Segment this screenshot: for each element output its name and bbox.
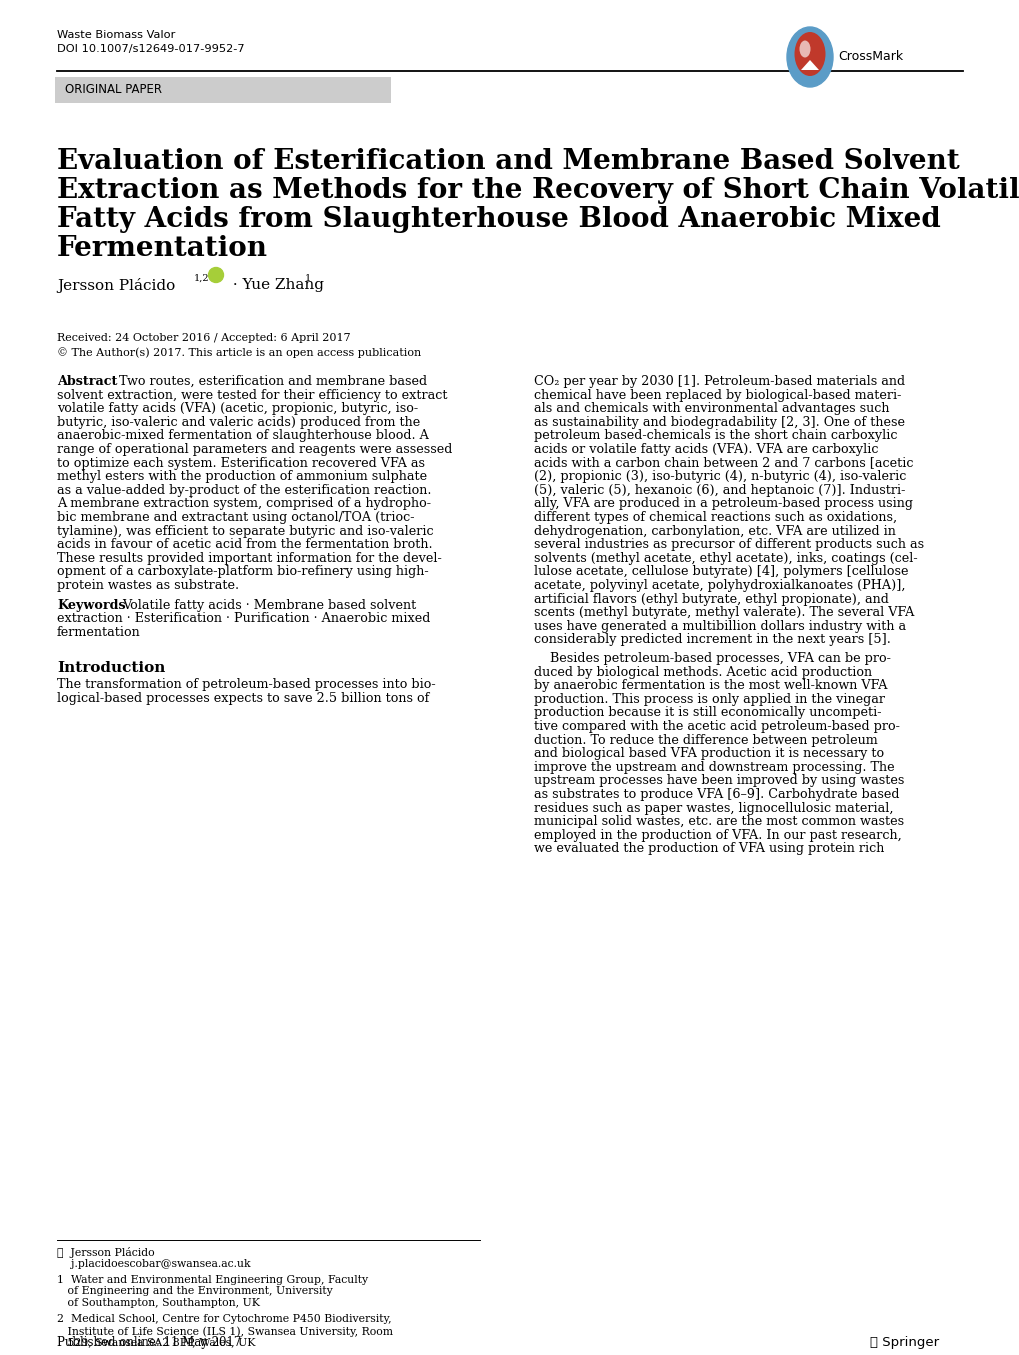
Text: · Yue Zhang: · Yue Zhang xyxy=(228,278,324,291)
Text: tive compared with the acetic acid petroleum-based pro-: tive compared with the acetic acid petro… xyxy=(534,720,899,733)
Text: A membrane extraction system, comprised of a hydropho-: A membrane extraction system, comprised … xyxy=(57,497,431,511)
Text: upstream processes have been improved by using wastes: upstream processes have been improved by… xyxy=(534,775,904,787)
Text: methyl esters with the production of ammonium sulphate: methyl esters with the production of amm… xyxy=(57,470,427,484)
Text: volatile fatty acids (VFA) (acetic, propionic, butyric, iso-: volatile fatty acids (VFA) (acetic, prop… xyxy=(57,402,418,415)
Text: 2  Medical School, Centre for Cytochrome P450 Biodiversity,: 2 Medical School, Centre for Cytochrome … xyxy=(57,1314,391,1324)
Text: CO₂ per year by 2030 [1]. Petroleum-based materials and: CO₂ per year by 2030 [1]. Petroleum-base… xyxy=(534,375,904,388)
Text: municipal solid wastes, etc. are the most common wastes: municipal solid wastes, etc. are the mos… xyxy=(534,816,903,828)
Text: acids or volatile fatty acids (VFA). VFA are carboxylic: acids or volatile fatty acids (VFA). VFA… xyxy=(534,443,877,457)
Text: production. This process is only applied in the vinegar: production. This process is only applied… xyxy=(534,692,884,706)
Text: Waste Biomass Valor: Waste Biomass Valor xyxy=(57,30,175,41)
Text: as a value-added by-product of the esterification reaction.: as a value-added by-product of the ester… xyxy=(57,484,431,497)
Text: Introduction: Introduction xyxy=(57,661,165,675)
Text: CrossMark: CrossMark xyxy=(838,50,902,62)
Text: acids in favour of acetic acid from the fermentation broth.: acids in favour of acetic acid from the … xyxy=(57,538,432,551)
Text: Institute of Life Science (ILS 1), Swansea University, Room: Institute of Life Science (ILS 1), Swans… xyxy=(57,1327,392,1336)
Text: by anaerobic fermentation is the most well-known VFA: by anaerobic fermentation is the most we… xyxy=(534,679,887,692)
Circle shape xyxy=(208,267,223,282)
Text: dehydrogenation, carbonylation, etc. VFA are utilized in: dehydrogenation, carbonylation, etc. VFA… xyxy=(534,524,895,538)
Text: acetate, polyvinyl acetate, polyhydroxialkanoates (PHA)],: acetate, polyvinyl acetate, polyhydroxia… xyxy=(534,579,905,592)
Text: 1: 1 xyxy=(305,274,311,283)
Text: of Engineering and the Environment, University: of Engineering and the Environment, Univ… xyxy=(57,1286,332,1297)
Text: improve the upstream and downstream processing. The: improve the upstream and downstream proc… xyxy=(534,760,894,774)
Text: Published online: 11 May 2017: Published online: 11 May 2017 xyxy=(57,1336,242,1350)
Text: to optimize each system. Esterification recovered VFA as: to optimize each system. Esterification … xyxy=(57,457,425,470)
Ellipse shape xyxy=(799,41,810,57)
Text: ORIGINAL PAPER: ORIGINAL PAPER xyxy=(65,83,162,96)
FancyBboxPatch shape xyxy=(55,77,390,103)
Text: solvents (methyl acetate, ethyl acetate), inks, coatings (cel-: solvents (methyl acetate, ethyl acetate)… xyxy=(534,551,917,565)
Text: ✉  Jersson Plácido: ✉ Jersson Plácido xyxy=(57,1247,155,1257)
Text: we evaluated the production of VFA using protein rich: we evaluated the production of VFA using… xyxy=(534,843,883,855)
Text: of Southampton, Southampton, UK: of Southampton, Southampton, UK xyxy=(57,1298,260,1308)
Text: Abstract: Abstract xyxy=(57,375,117,388)
Text: scents (methyl butyrate, methyl valerate). The several VFA: scents (methyl butyrate, methyl valerate… xyxy=(534,606,913,619)
Text: (2), propionic (3), iso-butyric (4), n-butyric (4), iso-valeric: (2), propionic (3), iso-butyric (4), n-b… xyxy=(534,470,906,484)
Text: residues such as paper wastes, lignocellulosic material,: residues such as paper wastes, lignocell… xyxy=(534,802,893,814)
Text: Fermentation: Fermentation xyxy=(57,234,268,262)
Ellipse shape xyxy=(794,33,824,76)
Text: Evaluation of Esterification and Membrane Based Solvent: Evaluation of Esterification and Membran… xyxy=(57,148,959,175)
Text: Keywords: Keywords xyxy=(57,599,125,611)
Text: Volatile fatty acids · Membrane based solvent: Volatile fatty acids · Membrane based so… xyxy=(122,599,416,611)
Text: uses have generated a multibillion dollars industry with a: uses have generated a multibillion dolla… xyxy=(534,619,905,633)
Text: as sustainability and biodegradability [2, 3]. One of these: as sustainability and biodegradability [… xyxy=(534,416,904,428)
Text: and biological based VFA production it is necessary to: and biological based VFA production it i… xyxy=(534,747,883,760)
Text: artificial flavors (ethyl butyrate, ethyl propionate), and: artificial flavors (ethyl butyrate, ethy… xyxy=(534,592,888,606)
Text: employed in the production of VFA. In our past research,: employed in the production of VFA. In ou… xyxy=(534,829,901,841)
Text: DOI 10.1007/s12649-017-9952-7: DOI 10.1007/s12649-017-9952-7 xyxy=(57,43,245,54)
Text: 1  Water and Environmental Engineering Group, Faculty: 1 Water and Environmental Engineering Gr… xyxy=(57,1275,368,1285)
Text: logical-based processes expects to save 2.5 billion tons of: logical-based processes expects to save … xyxy=(57,692,429,705)
Text: duced by biological methods. Acetic acid production: duced by biological methods. Acetic acid… xyxy=(534,665,871,679)
Text: acids with a carbon chain between 2 and 7 carbons [acetic: acids with a carbon chain between 2 and … xyxy=(534,457,913,470)
Text: extraction · Esterification · Purification · Anaerobic mixed: extraction · Esterification · Purificati… xyxy=(57,612,430,625)
Text: (5), valeric (5), hexanoic (6), and heptanoic (7)]. Industri-: (5), valeric (5), hexanoic (6), and hept… xyxy=(534,484,905,497)
Text: ally, VFA are produced in a petroleum-based process using: ally, VFA are produced in a petroleum-ba… xyxy=(534,497,912,511)
Text: Jersson Plácido: Jersson Plácido xyxy=(57,278,175,293)
Text: j.placidoescobar@swansea.ac.uk: j.placidoescobar@swansea.ac.uk xyxy=(57,1259,251,1270)
Text: Received: 24 October 2016 / Accepted: 6 April 2017: Received: 24 October 2016 / Accepted: 6 … xyxy=(57,333,351,343)
Text: 529, Swansea SA2 8PP, Wales, UK: 529, Swansea SA2 8PP, Wales, UK xyxy=(57,1337,255,1347)
Text: production because it is still economically uncompeti-: production because it is still economica… xyxy=(534,706,880,720)
Text: The transformation of petroleum-based processes into bio-: The transformation of petroleum-based pr… xyxy=(57,679,435,691)
Text: fermentation: fermentation xyxy=(57,626,141,638)
Text: Fatty Acids from Slaughterhouse Blood Anaerobic Mixed: Fatty Acids from Slaughterhouse Blood An… xyxy=(57,206,940,233)
Text: lulose acetate, cellulose butyrate) [4], polymers [cellulose: lulose acetate, cellulose butyrate) [4],… xyxy=(534,565,908,579)
Text: chemical have been replaced by biological-based materi-: chemical have been replaced by biologica… xyxy=(534,389,901,401)
Text: tylamine), was efficient to separate butyric and iso-valeric: tylamine), was efficient to separate but… xyxy=(57,524,433,538)
Text: several industries as precursor of different products such as: several industries as precursor of diffe… xyxy=(534,538,923,551)
Text: bic membrane and extractant using octanol/TOA (trioc-: bic membrane and extractant using octano… xyxy=(57,511,414,524)
Text: different types of chemical reactions such as oxidations,: different types of chemical reactions su… xyxy=(534,511,897,524)
Text: opment of a carboxylate-platform bio-refinery using high-: opment of a carboxylate-platform bio-ref… xyxy=(57,565,428,579)
Text: petroleum based-chemicals is the short chain carboxylic: petroleum based-chemicals is the short c… xyxy=(534,430,897,442)
Text: as substrates to produce VFA [6–9]. Carbohydrate based: as substrates to produce VFA [6–9]. Carb… xyxy=(534,789,899,801)
Ellipse shape xyxy=(787,27,833,87)
Text: Two routes, esterification and membrane based: Two routes, esterification and membrane … xyxy=(119,375,427,388)
Text: © The Author(s) 2017. This article is an open access publication: © The Author(s) 2017. This article is an… xyxy=(57,347,421,358)
Text: solvent extraction, were tested for their efficiency to extract: solvent extraction, were tested for thei… xyxy=(57,389,447,401)
Text: butyric, iso-valeric and valeric acids) produced from the: butyric, iso-valeric and valeric acids) … xyxy=(57,416,420,428)
Text: range of operational parameters and reagents were assessed: range of operational parameters and reag… xyxy=(57,443,452,457)
Text: Besides petroleum-based processes, VFA can be pro-: Besides petroleum-based processes, VFA c… xyxy=(534,652,890,665)
Text: anaerobic-mixed fermentation of slaughterhouse blood. A: anaerobic-mixed fermentation of slaughte… xyxy=(57,430,428,442)
Text: ⑂ Springer: ⑂ Springer xyxy=(869,1336,938,1350)
Polygon shape xyxy=(800,60,818,70)
Text: These results provided important information for the devel-: These results provided important informa… xyxy=(57,551,441,565)
Text: considerably predicted increment in the next years [5].: considerably predicted increment in the … xyxy=(534,633,890,646)
Text: protein wastes as substrate.: protein wastes as substrate. xyxy=(57,579,238,592)
Text: duction. To reduce the difference between petroleum: duction. To reduce the difference betwee… xyxy=(534,733,877,747)
Text: iD: iD xyxy=(210,278,219,287)
Text: Extraction as Methods for the Recovery of Short Chain Volatile: Extraction as Methods for the Recovery o… xyxy=(57,178,1019,205)
Text: 1,2: 1,2 xyxy=(194,274,210,283)
Text: als and chemicals with environmental advantages such: als and chemicals with environmental adv… xyxy=(534,402,889,415)
